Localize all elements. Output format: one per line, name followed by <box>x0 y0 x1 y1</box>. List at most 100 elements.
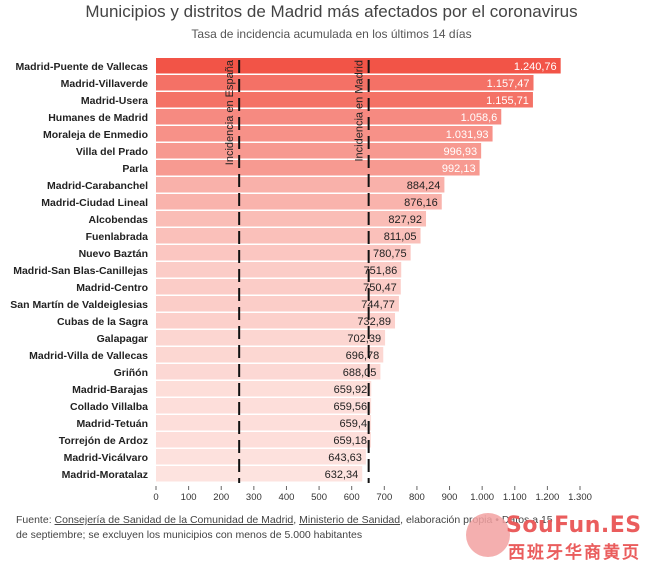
category-label: Villa del Prado <box>76 146 148 158</box>
value-label: 702,39 <box>347 333 381 345</box>
source-link-consejeria[interactable]: Consejería de Sanidad de la Comunidad de… <box>54 514 294 526</box>
reference-line-label: Incidencia en España <box>224 59 236 165</box>
chart-title: Municipios y distritos de Madrid más afe… <box>85 2 578 21</box>
value-label: 751,86 <box>364 265 398 277</box>
value-label: 811,05 <box>384 231 417 243</box>
value-label: 632,34 <box>325 469 359 481</box>
bar <box>156 415 372 431</box>
value-label: 884,24 <box>407 180 441 192</box>
category-label: Galapagar <box>97 333 148 345</box>
category-label: Madrid-Usera <box>81 95 148 107</box>
category-label: Madrid-Ciudad Lineal <box>41 197 148 209</box>
x-tick-label: 200 <box>213 492 229 503</box>
bar <box>156 245 411 261</box>
bar <box>156 194 442 210</box>
bar <box>156 126 493 142</box>
category-label: Moraleja de Enmedio <box>43 129 148 141</box>
bar <box>156 347 384 363</box>
category-label: Alcobendas <box>88 214 148 226</box>
value-label: 1.155,71 <box>486 95 529 107</box>
chart-subtitle: Tasa de incidencia acumulada en los últi… <box>191 27 472 41</box>
category-label: Griñón <box>114 367 148 379</box>
bar <box>156 296 399 312</box>
value-label: 827,92 <box>388 214 422 226</box>
category-label: Parla <box>122 163 148 175</box>
bar <box>156 313 396 329</box>
value-label: 643,63 <box>328 452 362 464</box>
category-label: Madrid-Villa de Vallecas <box>29 350 148 362</box>
x-tick-label: 1.000 <box>470 492 494 503</box>
x-tick-label: 800 <box>409 492 425 503</box>
value-labels: 1.240,76 1.157,47 1.155,71 1.058,6 1.031,93 9… <box>325 61 557 481</box>
category-label: Nuevo Baztán <box>79 248 148 260</box>
value-label: 1.058,6 <box>461 112 498 124</box>
value-label: 696,78 <box>346 350 380 362</box>
reference-line-label: Incidencia en Madrid <box>354 60 366 162</box>
x-axis: 0 100 200 300 400 500 600 700 800 900 1.000 1.100 1.… <box>153 486 592 503</box>
x-tick-label: 300 <box>246 492 262 503</box>
x-tick-label: 700 <box>376 492 392 503</box>
category-label: Cubas de la Sagra <box>57 316 148 328</box>
value-label: 750,47 <box>363 282 397 294</box>
bar <box>156 381 372 397</box>
value-label: 688,05 <box>343 367 377 379</box>
bar <box>156 466 363 482</box>
bar <box>156 58 561 74</box>
value-label: 659,56 <box>333 401 367 413</box>
reference-lines: Incidencia en España Incidencia en Madrid <box>224 59 370 483</box>
bar <box>156 330 386 346</box>
category-label: Madrid-Centro <box>76 282 148 294</box>
x-tick-label: 500 <box>311 492 327 503</box>
category-label: Madrid-Villaverde <box>61 78 148 90</box>
value-label: 876,16 <box>404 197 438 209</box>
source-link-ministerio[interactable]: Ministerio de Sanidad <box>299 514 401 526</box>
x-tick-label: 100 <box>181 492 197 503</box>
category-label: Torrejón de Ardoz <box>59 435 148 447</box>
category-label: Fuenlabrada <box>86 231 149 243</box>
value-label: 780,75 <box>373 248 407 260</box>
x-tick-label: 1.100 <box>503 492 527 503</box>
value-label: 992,13 <box>442 163 476 175</box>
x-tick-label: 0 <box>153 492 158 503</box>
bar <box>156 160 480 176</box>
bar <box>156 228 421 244</box>
value-label: 1.240,76 <box>514 61 557 73</box>
category-label: Collado Villalba <box>70 401 148 413</box>
bar <box>156 143 482 159</box>
value-label: 659,18 <box>333 435 367 447</box>
bar <box>156 211 427 227</box>
source-separator: , <box>293 514 300 526</box>
x-tick-label: 900 <box>442 492 458 503</box>
watermark-brand: SouFun.ES <box>506 513 642 538</box>
category-labels: Madrid-Puente de Vallecas Madrid-Villaver… <box>10 61 148 481</box>
category-label: Madrid-Puente de Vallecas <box>16 61 149 73</box>
value-label: 659,92 <box>334 384 368 396</box>
category-label: Madrid-Vicálvaro <box>64 452 148 464</box>
value-label: 1.157,47 <box>487 78 530 90</box>
x-tick-label: 400 <box>279 492 295 503</box>
category-label: Madrid-San Blas-Canillejas <box>13 265 148 277</box>
bar <box>156 432 371 448</box>
watermark: SouFun.ES 西班牙华商黄页 <box>466 513 661 565</box>
source-prefix: Fuente: <box>16 514 55 526</box>
dots-logo-icon <box>466 513 510 557</box>
bar <box>156 449 366 465</box>
category-label: Madrid-Barajas <box>72 384 148 396</box>
value-label: 996,93 <box>443 146 477 158</box>
x-tick-label: 600 <box>344 492 360 503</box>
bar <box>156 75 534 91</box>
bar <box>156 109 502 125</box>
bar <box>156 279 401 295</box>
watermark-chinese: 西班牙华商黄页 <box>508 543 641 563</box>
category-label: San Martín de Valdeiglesias <box>10 299 148 311</box>
bar <box>156 398 372 414</box>
bar <box>156 92 533 108</box>
value-label: 732,89 <box>357 316 391 328</box>
bar <box>156 364 381 380</box>
category-label: Madrid-Carabanchel <box>47 180 148 192</box>
value-label: 1.031,93 <box>446 129 489 141</box>
x-tick-label: 1.200 <box>535 492 559 503</box>
bar <box>156 177 445 193</box>
category-label: Madrid-Tetuán <box>76 418 148 430</box>
bar-chart: Madrid-Puente de Vallecas Madrid-Villaver… <box>10 58 592 503</box>
